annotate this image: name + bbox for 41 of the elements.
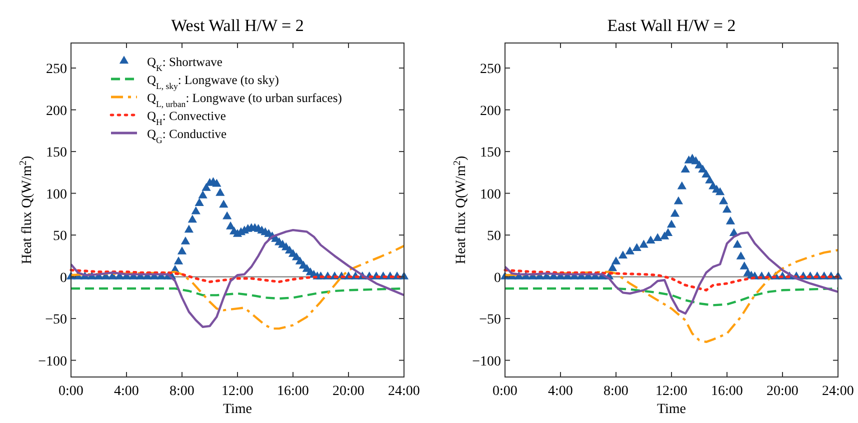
y-tick-label: 50 [53, 229, 67, 244]
y-tick-label: 100 [46, 187, 67, 202]
x-tick-label: 20:00 [766, 384, 798, 399]
x-tick-label: 16:00 [277, 384, 309, 399]
x-tick-label: 24:00 [822, 384, 854, 399]
chart-title: West Wall H/W = 2 [171, 16, 304, 35]
y-tick-label: 250 [480, 62, 501, 78]
y-tick-label: 50 [487, 229, 501, 244]
x-tick-label: 8:00 [170, 384, 194, 399]
y-tick-label: −100 [472, 354, 501, 370]
y-tick-label: −50 [45, 312, 67, 328]
x-tick-label: 12:00 [656, 384, 688, 399]
x-tick-label: 24:00 [388, 384, 420, 399]
legend-label: Q$_{L, urban}$: Longwave (to urban surfaces) [147, 91, 342, 109]
y-tick-label: 200 [46, 104, 67, 119]
x-tick-label: 0:00 [58, 384, 84, 399]
y-tick-label: 200 [480, 104, 501, 119]
legend-label: Q$_{H}$: Convective [147, 109, 226, 127]
x-tick-label: 0:00 [492, 384, 518, 399]
x-axis-title: Time [222, 402, 252, 417]
legend-label: Q$_{G}$: Conductive [147, 127, 228, 145]
y-tick-label: 0 [494, 270, 501, 286]
x-tick-label: 4:00 [114, 384, 139, 399]
x-tick-label: 20:00 [332, 384, 364, 399]
y-tick-label: −100 [38, 354, 67, 370]
y-tick-label: 250 [46, 62, 67, 78]
legend-label: Q$_{K}$: Shortwave [147, 55, 223, 73]
x-tick-label: 8:00 [604, 384, 628, 399]
y-tick-label: 0 [60, 270, 67, 286]
x-tick-label: 12:00 [222, 384, 254, 399]
line-series [504, 287, 840, 306]
line-series [70, 228, 406, 328]
x-axis-title: Time [656, 402, 686, 417]
y-tick-label: 150 [480, 146, 501, 161]
y-tick-label: −50 [479, 312, 501, 328]
y-tick-label: 100 [480, 187, 501, 202]
x-tick-label: 4:00 [548, 384, 573, 399]
legend-label: Q$_{L, sky}$: Longwave (to sky) [147, 73, 279, 91]
x-tick-label: 16:00 [711, 384, 743, 399]
chart-title: East Wall H/W = 2 [607, 16, 736, 35]
y-tick-label: 150 [46, 146, 67, 161]
